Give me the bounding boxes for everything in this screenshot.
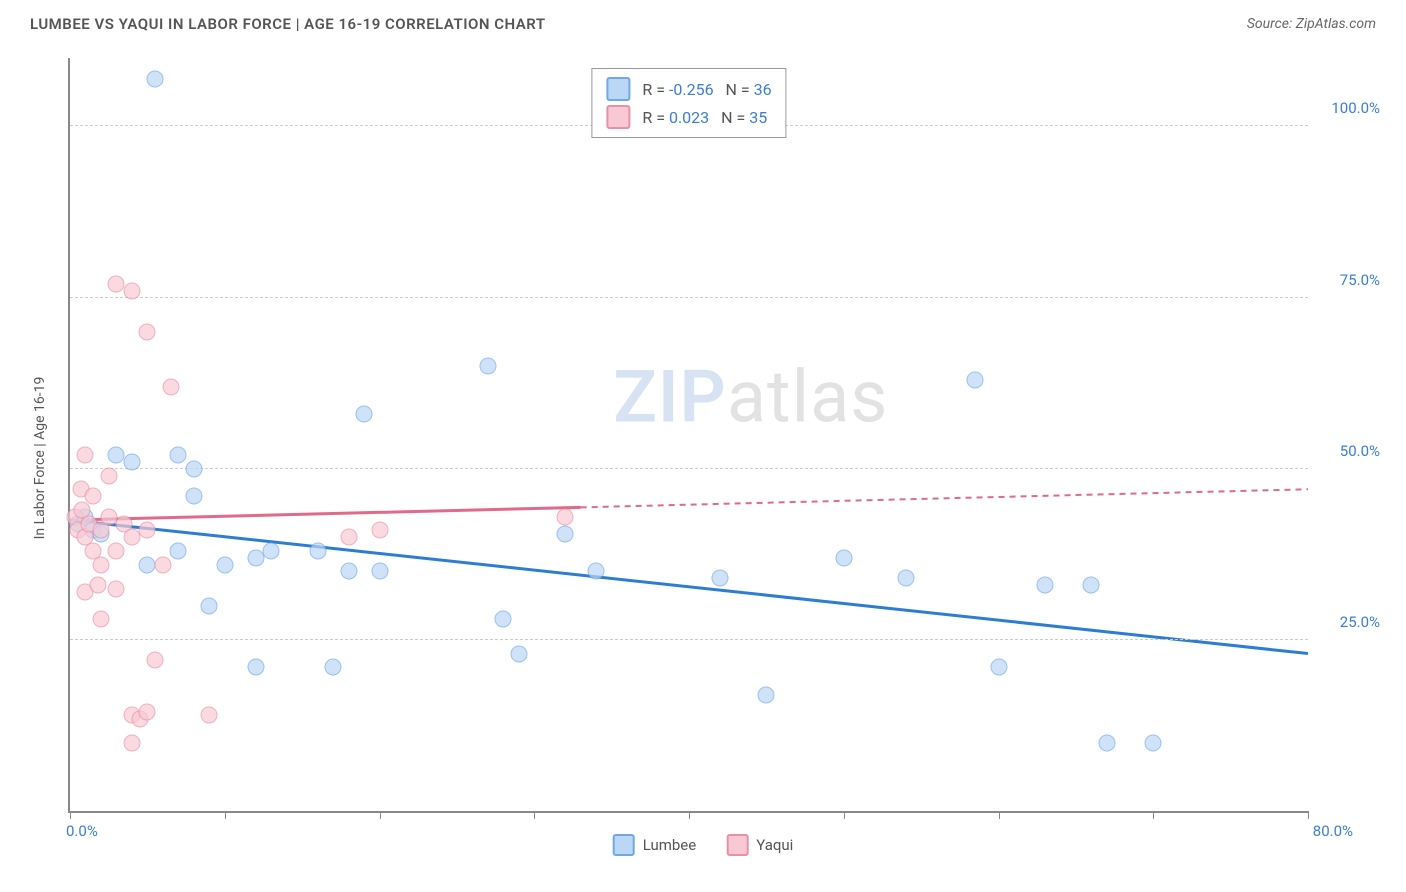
chart-title: LUMBEE VS YAQUI IN LABOR FORCE | AGE 16-…	[30, 15, 546, 33]
source-attribution: Source: ZipAtlas.com	[1247, 16, 1376, 32]
data-point-lumbee[interactable]	[123, 453, 140, 470]
x-tick	[1153, 811, 1154, 819]
data-point-lumbee[interactable]	[309, 542, 326, 559]
legend-row-lumbee: R = -0.256 N = 36	[606, 75, 771, 103]
data-point-lumbee[interactable]	[711, 570, 728, 587]
data-point-yaqui[interactable]	[139, 522, 156, 539]
data-point-lumbee[interactable]	[1145, 734, 1162, 751]
data-point-lumbee[interactable]	[247, 549, 264, 566]
data-point-lumbee[interactable]	[185, 488, 202, 505]
data-point-yaqui[interactable]	[123, 529, 140, 546]
y-tick-label: 75.0%	[1340, 271, 1380, 289]
data-point-yaqui[interactable]	[92, 556, 109, 573]
data-point-lumbee[interactable]	[356, 405, 373, 422]
grid-line	[70, 639, 1308, 640]
data-point-yaqui[interactable]	[147, 652, 164, 669]
legend-item-yaqui[interactable]: Yaqui	[726, 834, 793, 856]
data-point-lumbee[interactable]	[170, 447, 187, 464]
data-point-yaqui[interactable]	[92, 611, 109, 628]
data-point-yaqui[interactable]	[123, 282, 140, 299]
legend-item-lumbee[interactable]: Lumbee	[613, 834, 697, 856]
x-tick-label: 80.0%	[1313, 822, 1353, 840]
data-point-lumbee[interactable]	[185, 460, 202, 477]
data-point-lumbee[interactable]	[1098, 734, 1115, 751]
data-point-lumbee[interactable]	[588, 563, 605, 580]
correlation-legend: R = -0.256 N = 36 R = 0.023 N = 35	[591, 68, 786, 138]
x-tick	[225, 811, 226, 819]
legend-stats: R = -0.256 N = 36	[642, 80, 771, 99]
data-point-lumbee[interactable]	[1083, 577, 1100, 594]
data-point-lumbee[interactable]	[340, 563, 357, 580]
data-point-yaqui[interactable]	[371, 522, 388, 539]
data-point-yaqui[interactable]	[123, 734, 140, 751]
legend-swatch	[606, 105, 630, 129]
data-point-lumbee[interactable]	[201, 597, 218, 614]
data-point-yaqui[interactable]	[162, 378, 179, 395]
data-point-yaqui[interactable]	[85, 488, 102, 505]
data-point-yaqui[interactable]	[557, 508, 574, 525]
data-point-lumbee[interactable]	[479, 358, 496, 375]
legend-swatch	[613, 834, 635, 856]
data-point-lumbee[interactable]	[325, 659, 342, 676]
data-point-yaqui[interactable]	[108, 580, 125, 597]
trend-lines	[70, 58, 1308, 811]
data-point-lumbee[interactable]	[495, 611, 512, 628]
data-point-lumbee[interactable]	[510, 645, 527, 662]
plot-area: ZIPatlas R = -0.256 N = 36 R = 0.023 N = …	[68, 58, 1308, 813]
data-point-yaqui[interactable]	[340, 529, 357, 546]
data-point-lumbee[interactable]	[967, 371, 984, 388]
data-point-lumbee[interactable]	[139, 556, 156, 573]
x-tick	[844, 811, 845, 819]
x-tick	[689, 811, 690, 819]
data-point-yaqui[interactable]	[139, 703, 156, 720]
data-point-lumbee[interactable]	[170, 542, 187, 559]
chart-container: In Labor Force | Age 16-19 ZIPatlas R = …	[18, 48, 1388, 868]
data-point-lumbee[interactable]	[990, 659, 1007, 676]
data-point-lumbee[interactable]	[216, 556, 233, 573]
data-point-yaqui[interactable]	[154, 556, 171, 573]
data-point-lumbee[interactable]	[263, 542, 280, 559]
series-legend: Lumbee Yaqui	[613, 834, 794, 856]
y-tick-label: 50.0%	[1340, 442, 1380, 460]
data-point-lumbee[interactable]	[108, 447, 125, 464]
legend-label: Lumbee	[643, 836, 697, 854]
y-axis-label: In Labor Force | Age 16-19	[32, 377, 48, 540]
grid-line	[70, 468, 1308, 469]
legend-label: Yaqui	[756, 836, 793, 854]
data-point-yaqui[interactable]	[108, 542, 125, 559]
legend-stats: R = 0.023 N = 35	[642, 108, 767, 127]
data-point-yaqui[interactable]	[108, 275, 125, 292]
x-tick	[1308, 811, 1309, 819]
data-point-yaqui[interactable]	[77, 447, 94, 464]
grid-line	[70, 297, 1308, 298]
data-point-yaqui[interactable]	[100, 508, 117, 525]
x-tick	[70, 811, 71, 819]
data-point-lumbee[interactable]	[147, 70, 164, 87]
x-tick	[999, 811, 1000, 819]
data-point-lumbee[interactable]	[1036, 577, 1053, 594]
x-tick	[534, 811, 535, 819]
data-point-lumbee[interactable]	[247, 659, 264, 676]
data-point-yaqui[interactable]	[139, 323, 156, 340]
x-tick	[380, 811, 381, 819]
legend-swatch	[726, 834, 748, 856]
data-point-yaqui[interactable]	[89, 577, 106, 594]
data-point-lumbee[interactable]	[557, 525, 574, 542]
data-point-lumbee[interactable]	[897, 570, 914, 587]
legend-row-yaqui: R = 0.023 N = 35	[606, 103, 771, 131]
data-point-yaqui[interactable]	[100, 467, 117, 484]
x-tick-label: 0.0%	[66, 822, 98, 840]
legend-swatch	[606, 77, 630, 101]
data-point-lumbee[interactable]	[371, 563, 388, 580]
data-point-lumbee[interactable]	[758, 686, 775, 703]
data-point-lumbee[interactable]	[835, 549, 852, 566]
y-tick-label: 100.0%	[1331, 99, 1380, 117]
watermark: ZIPatlas	[613, 354, 888, 439]
y-tick-label: 25.0%	[1340, 613, 1380, 631]
data-point-yaqui[interactable]	[201, 707, 218, 724]
